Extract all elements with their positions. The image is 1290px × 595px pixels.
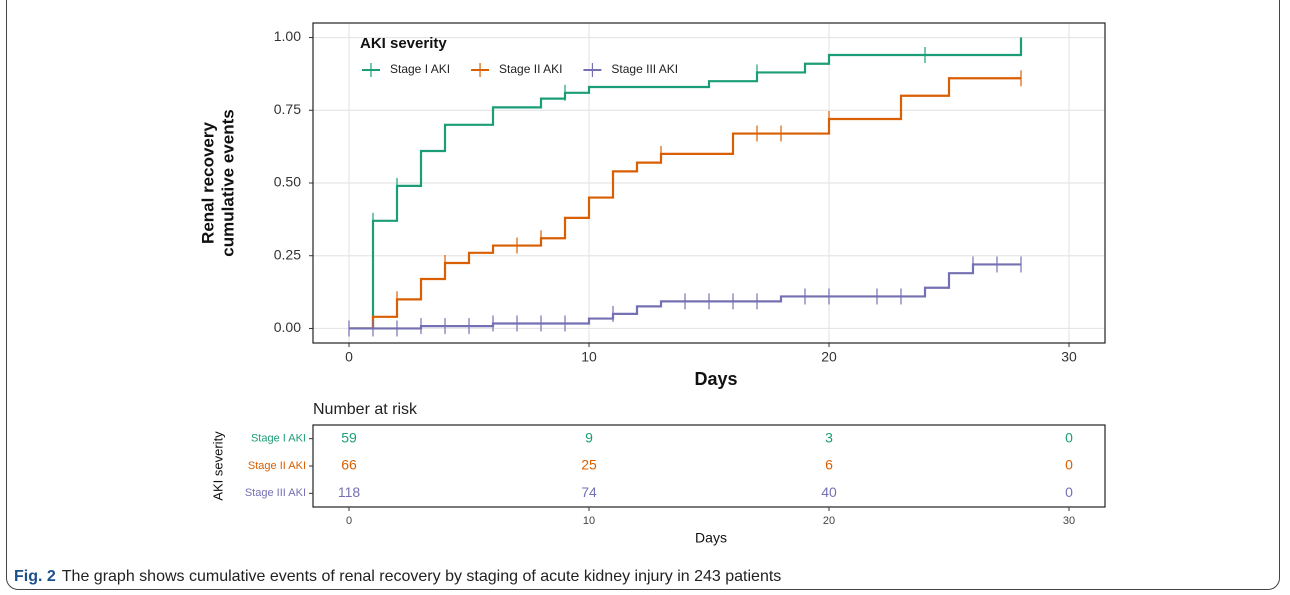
y-axis-label: AKI severity: [210, 431, 225, 501]
caption-text: The graph shows cumulative events of ren…: [62, 568, 782, 585]
risk-count: 59: [341, 429, 357, 445]
row-label: Stage II AKI: [248, 460, 306, 472]
legend-label: Stage III AKI: [611, 62, 678, 76]
y-tick-label: 0.75: [274, 101, 301, 117]
risk-count: 74: [581, 484, 597, 500]
y-axis-label: cumulative events: [218, 109, 237, 256]
x-axis-label: Days: [695, 530, 727, 546]
risk-count: 25: [581, 457, 597, 473]
x-axis-label: Days: [694, 369, 737, 389]
risk-count: 118: [338, 484, 361, 500]
legend-label: Stage II AKI: [499, 62, 562, 76]
risk-count: 0: [1065, 429, 1073, 445]
risk-count: 40: [821, 484, 837, 500]
x-tick-label: 0: [346, 515, 352, 527]
risk-count: 0: [1065, 457, 1073, 473]
plot-border: [312, 22, 1106, 344]
y-tick-label: 0.50: [274, 174, 301, 190]
x-tick-label: 30: [1063, 515, 1075, 527]
x-tick-label: 20: [821, 349, 837, 365]
risk-count: 0: [1065, 484, 1073, 500]
y-axis-label: Renal recovery: [198, 122, 217, 244]
caption: Fig. 2 The graph shows cumulative events …: [14, 568, 781, 585]
figure-frame: [6, 0, 1280, 590]
legend-title: AKI severity: [360, 35, 447, 52]
table-border: [312, 424, 1106, 508]
y-tick-label: 0.25: [274, 246, 301, 262]
row-label: Stage I AKI: [251, 433, 306, 445]
caption-label: Fig. 2: [14, 568, 56, 585]
x-tick-label: 0: [345, 349, 353, 365]
x-tick-label: 10: [583, 515, 595, 527]
risk-count: 3: [825, 429, 833, 445]
y-tick-label: 0.00: [274, 319, 301, 335]
y-tick-label: 1.00: [274, 28, 301, 44]
x-tick-label: 10: [581, 349, 597, 365]
legend-label: Stage I AKI: [390, 62, 450, 76]
table-title: Number at risk: [313, 401, 418, 418]
row-label: Stage III AKI: [245, 487, 306, 499]
risk-count: 9: [585, 429, 593, 445]
risk-count: 66: [341, 457, 357, 473]
x-tick-label: 20: [823, 515, 835, 527]
risk-count: 6: [825, 457, 833, 473]
x-tick-label: 30: [1061, 349, 1077, 365]
